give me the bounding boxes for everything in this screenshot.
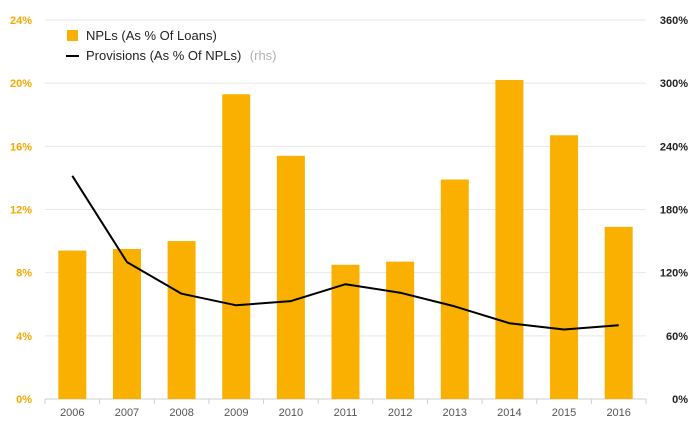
x-tick-label: 2014 [497,407,521,419]
x-tick-label: 2008 [169,407,193,419]
x-tick-label: 2011 [334,407,358,419]
y-right-tick-label: 300% [660,78,688,90]
legend-label-npls: NPLs (As % Of Loans) [86,28,217,43]
legend-label-provisions: Provisions (As % Of NPLs) [86,48,241,63]
provisions-line [71,175,619,331]
bar [167,241,196,399]
svg-text:Provisions (As % Of NPLs): Provisions (As % Of NPLs) (rhs) [86,47,277,64]
y-left-tick-label: 16% [10,141,32,153]
y-left-tick-label: 20% [10,78,32,90]
y-left-tick-label: 12% [10,205,32,217]
line-series [71,175,619,331]
y-right-tick-label: 360% [660,15,688,27]
x-tick-label: 2010 [279,407,303,419]
legend-label-rhs: (rhs) [250,48,277,63]
y-right-tick-label: 240% [660,141,688,153]
y-right-tick-label: 0% [672,394,688,406]
y-right-tick-label: 180% [660,205,688,217]
x-tick-label: 2013 [443,407,467,419]
bar [440,179,469,399]
bar [550,135,579,399]
bar [604,226,633,399]
bar [386,261,415,399]
x-tick-label: 2015 [552,407,576,419]
bar [112,248,141,399]
bar [495,80,524,399]
bar [276,155,305,399]
y-left-tick-label: 4% [16,331,32,343]
y-left-tick-label: 24% [10,15,32,27]
x-tick-label: 2006 [60,407,84,419]
y-left-tick-label: 8% [16,268,32,280]
y-right-tick-label: 120% [660,268,688,280]
y-axis-right: 0% 60% 120% 180% 240% 300% 360% [660,15,688,406]
x-tick-label: 2012 [388,407,412,419]
bar-series [58,80,633,400]
x-tick-label: 2009 [224,407,248,419]
legend: NPLs (As % Of Loans) Provisions (As % Of… [66,28,277,64]
x-tick-label: 2016 [606,407,630,419]
y-axis-left: 0% 4% 8% 12% 16% 20% 24% [10,15,32,406]
bar [58,250,87,399]
x-axis: 2006 2007 2008 2009 2010 2011 2012 2013 2014 2015… [44,399,647,419]
bar [222,94,251,400]
legend-swatch-npls [67,30,78,41]
x-tick-label: 2007 [115,407,139,419]
y-right-tick-label: 60% [666,331,688,343]
y-left-tick-label: 0% [16,394,32,406]
